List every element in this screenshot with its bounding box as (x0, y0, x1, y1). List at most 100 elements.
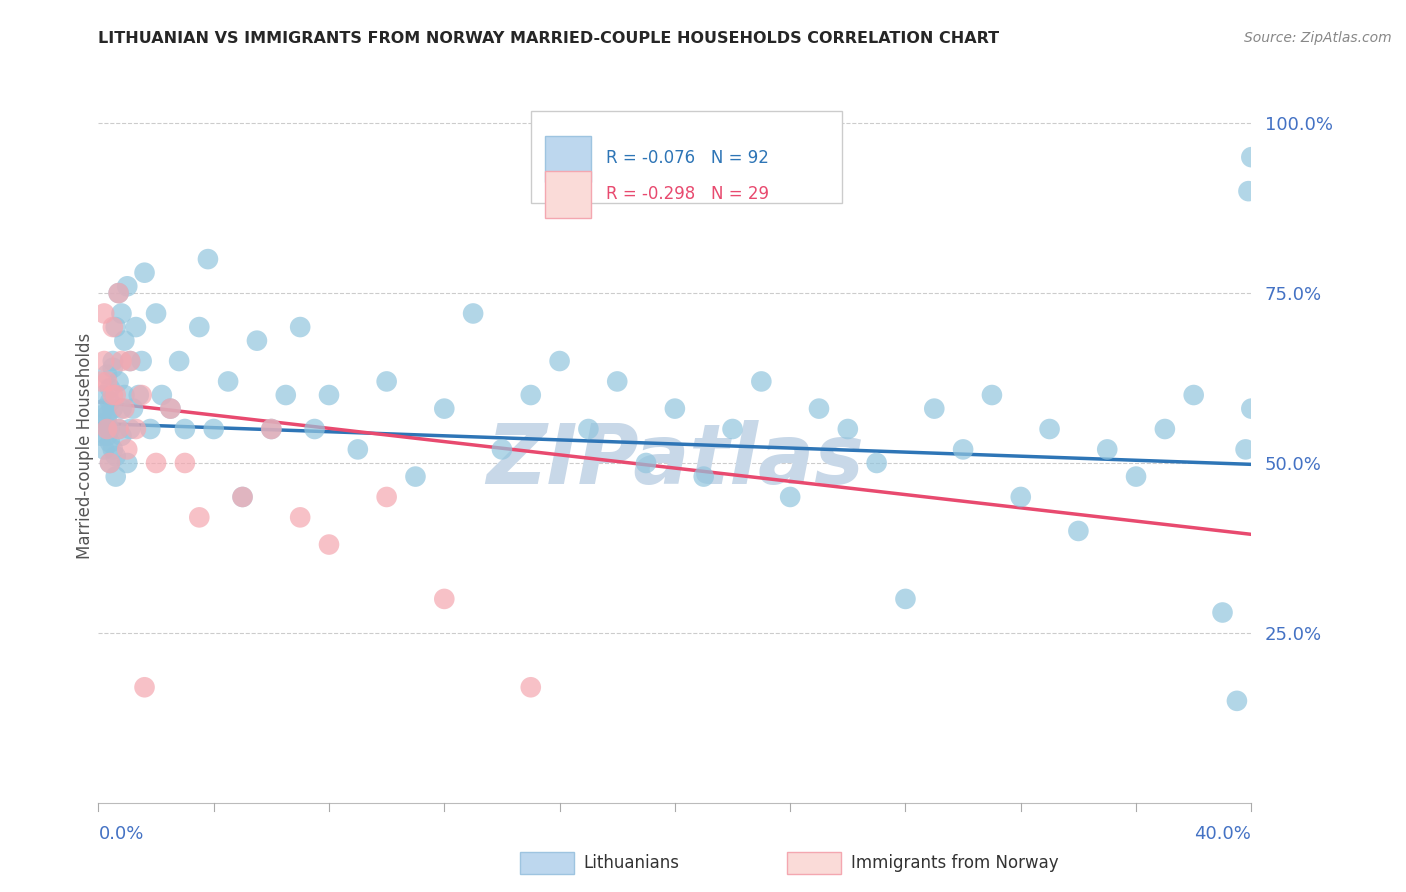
Point (548, 354, 571, 368)
Point (1010, 490, 1032, 504)
Point (461, 306, 484, 320)
Point (101, 388, 124, 402)
Point (125, 320, 148, 334)
Point (131, 354, 153, 368)
Point (98, 422, 121, 436)
Text: R = -0.298   N = 29: R = -0.298 N = 29 (606, 186, 769, 203)
Point (1226, 694, 1249, 708)
Point (104, 388, 127, 402)
Text: 40.0%: 40.0% (1195, 825, 1251, 843)
Point (104, 320, 127, 334)
Point (131, 388, 153, 402)
Point (112, 388, 135, 402)
Point (1240, 150, 1263, 164)
Point (90, 409, 112, 423)
Point (107, 422, 129, 436)
Point (159, 401, 181, 416)
Text: 0.0%: 0.0% (98, 825, 143, 843)
Point (894, 591, 917, 606)
Point (90, 375, 112, 389)
Point (202, 422, 225, 436)
Point (520, 388, 543, 402)
Point (174, 422, 197, 436)
Point (96, 422, 118, 436)
Point (1240, 401, 1263, 416)
Point (101, 354, 124, 368)
Point (231, 490, 254, 504)
Point (101, 360, 124, 375)
Point (260, 422, 283, 436)
Point (104, 469, 127, 483)
Point (98, 435, 121, 450)
Point (101, 442, 124, 457)
Point (93, 388, 115, 402)
Point (112, 334, 135, 348)
Point (318, 388, 340, 402)
Point (664, 401, 686, 416)
Point (1212, 606, 1234, 620)
Point (96, 409, 118, 423)
Point (217, 375, 239, 389)
Point (1038, 422, 1062, 436)
Point (433, 591, 456, 606)
Point (578, 422, 600, 436)
Point (120, 354, 142, 368)
Point (90, 429, 112, 443)
Point (110, 306, 132, 320)
Point (110, 401, 132, 416)
Point (117, 279, 138, 293)
Point (174, 456, 197, 470)
Point (693, 469, 716, 483)
Point (120, 422, 142, 436)
Point (98, 456, 121, 470)
Point (98, 394, 121, 409)
Point (104, 449, 127, 463)
Point (96, 375, 118, 389)
Point (125, 422, 148, 436)
Point (188, 320, 211, 334)
Point (721, 422, 744, 436)
Point (636, 456, 658, 470)
Point (375, 490, 398, 504)
Point (159, 401, 181, 416)
Point (520, 680, 543, 694)
Point (779, 490, 801, 504)
Point (145, 306, 167, 320)
Point (922, 401, 945, 416)
Text: ZIPatlas: ZIPatlas (486, 420, 863, 500)
Text: Lithuanians: Lithuanians (583, 854, 679, 871)
Point (1182, 388, 1205, 402)
Text: Immigrants from Norway: Immigrants from Norway (851, 854, 1059, 871)
Point (150, 388, 173, 402)
Point (139, 422, 162, 436)
Point (375, 375, 398, 389)
Point (290, 510, 312, 524)
Point (1097, 442, 1119, 457)
Point (134, 266, 156, 280)
Point (197, 252, 219, 266)
Point (145, 456, 167, 470)
Point (304, 422, 326, 436)
Text: LITHUANIAN VS IMMIGRANTS FROM NORWAY MARRIED-COUPLE HOUSEHOLDS CORRELATION CHART: LITHUANIAN VS IMMIGRANTS FROM NORWAY MAR… (98, 31, 1000, 46)
Point (491, 442, 513, 457)
Point (107, 286, 129, 301)
Point (318, 537, 340, 551)
Point (405, 469, 427, 483)
Point (117, 456, 138, 470)
Point (96, 415, 118, 429)
Point (93, 401, 115, 416)
Point (98, 456, 121, 470)
Point (606, 375, 628, 389)
Point (188, 510, 211, 524)
Point (128, 388, 150, 402)
Point (167, 354, 190, 368)
Point (107, 422, 129, 436)
Point (112, 401, 135, 416)
Point (93, 306, 115, 320)
Point (101, 401, 124, 416)
Point (246, 334, 269, 348)
Point (1125, 469, 1147, 483)
Text: R = -0.076   N = 92: R = -0.076 N = 92 (606, 150, 769, 168)
Text: Source: ZipAtlas.com: Source: ZipAtlas.com (1244, 31, 1392, 45)
Point (260, 422, 283, 436)
